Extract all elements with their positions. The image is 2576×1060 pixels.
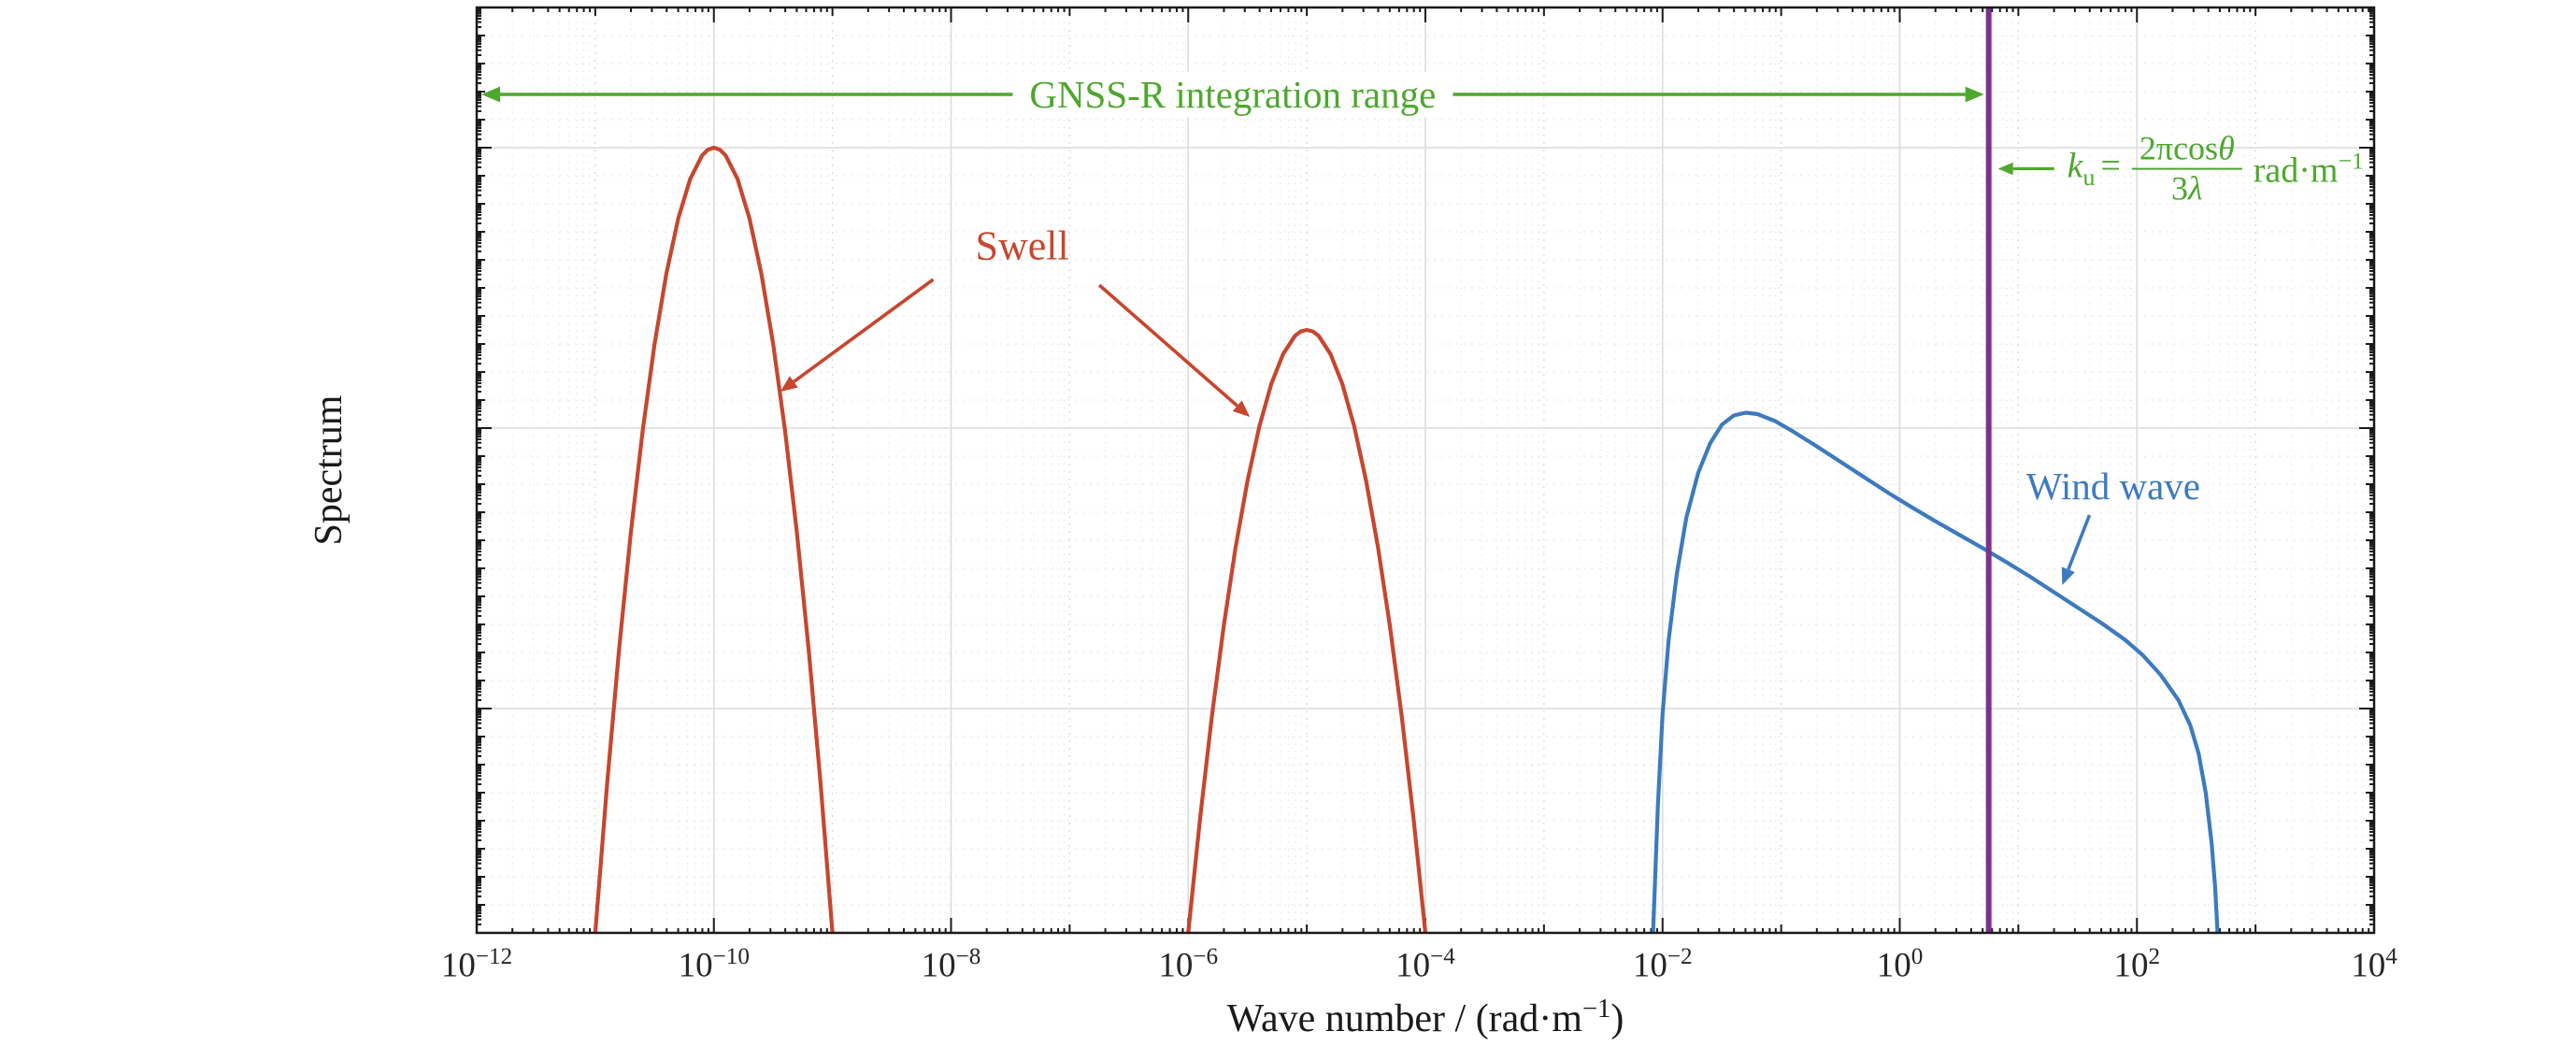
series-wind-wave — [1651, 410, 2220, 933]
plot-border — [475, 6, 2376, 935]
grid-lines — [476, 7, 2375, 934]
series-swell-peak-2 — [1186, 327, 1428, 933]
spectrum-curves — [593, 7, 2220, 933]
annotation-arrows — [481, 86, 2092, 585]
series-swell-peak-1 — [593, 145, 835, 933]
